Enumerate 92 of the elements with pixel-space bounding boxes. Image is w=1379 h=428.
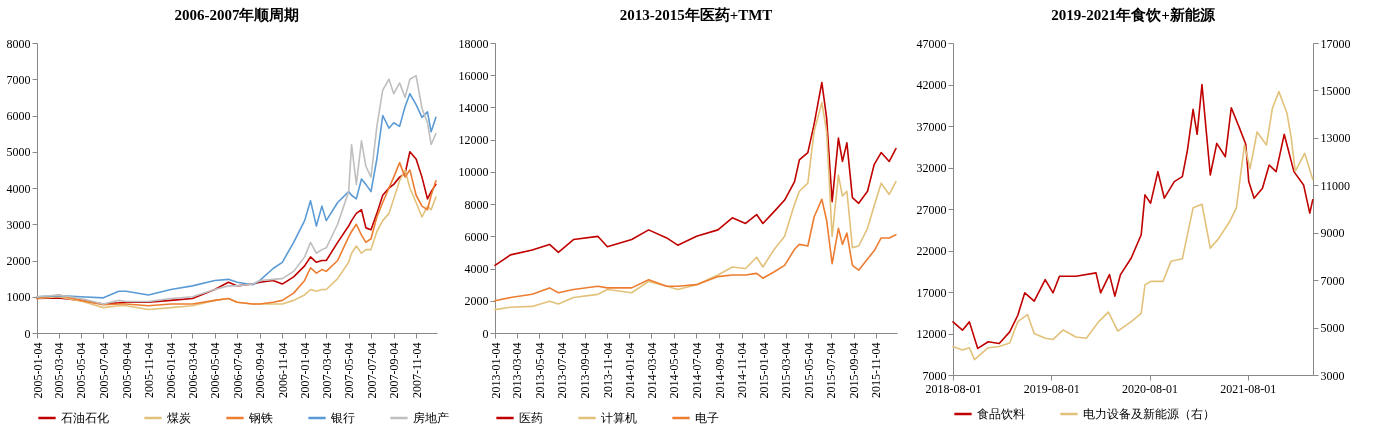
y2-tick-label: 13000 — [1320, 131, 1351, 146]
legend-label: 钢铁 — [248, 411, 273, 425]
x-tick-label: 2015-07-04 — [824, 342, 839, 399]
y2-tick-label: 5000 — [1320, 321, 1345, 336]
y-tick-label: 22000 — [916, 244, 947, 258]
y-tick-label: 8000 — [6, 36, 31, 51]
y-tick-label: 0 — [24, 326, 31, 341]
y2-tick-label: 11000 — [1320, 178, 1351, 193]
x-tick-label: 2014-07-04 — [689, 342, 704, 399]
y-tick-label: 6000 — [6, 109, 31, 123]
y-tick-label: 12000 — [458, 133, 489, 148]
y-tick-label: 37000 — [916, 119, 947, 134]
x-tick-label: 2007-09-04 — [387, 342, 402, 399]
x-tick-label: 2015-05-04 — [801, 342, 816, 399]
x-tick-label: 2014-01-04 — [622, 342, 637, 399]
x-tick-label: 2013-05-04 — [532, 342, 547, 399]
x-tick-label: 2007-03-04 — [319, 342, 334, 399]
legend-label: 电力设备及新能源（右） — [1083, 407, 1215, 421]
y-tick-label: 18000 — [458, 36, 489, 51]
y2-tick-label: 3000 — [1320, 368, 1345, 383]
y-tick-label: 42000 — [916, 78, 947, 92]
x-tick-label: 2006-05-04 — [208, 342, 223, 399]
x-tick-label: 2006-07-04 — [230, 342, 245, 399]
x-tick-label: 2005-11-04 — [141, 342, 156, 399]
x-tick-label: 2006-09-04 — [253, 342, 268, 399]
legend-label: 电子 — [695, 411, 719, 425]
y-tick-label: 27000 — [916, 202, 947, 217]
y-tick-label: 4000 — [464, 262, 489, 277]
y-tick-label: 17000 — [916, 285, 947, 300]
legend-label: 银行 — [330, 411, 355, 425]
x-tick-label: 2014-03-04 — [644, 342, 659, 399]
legend-label: 石油石化 — [61, 411, 109, 425]
x-tick-label: 2014-09-04 — [712, 342, 727, 399]
x-tick-label: 2006-01-04 — [164, 342, 179, 399]
y-tick-label: 4000 — [6, 181, 31, 196]
y-tick-label: 10000 — [458, 165, 489, 180]
y-tick-label: 12000 — [916, 327, 947, 341]
chart-title: 2019-2021年食饮+新能源 — [1051, 6, 1216, 23]
x-tick-label: 2005-09-04 — [119, 342, 134, 399]
x-tick-label: 2005-03-04 — [52, 342, 67, 399]
x-tick-label: 2018-08-01 — [925, 381, 982, 396]
y2-tick-label: 9000 — [1320, 226, 1345, 241]
y-tick-label: 0 — [482, 326, 489, 341]
x-tick-label: 2015-09-04 — [847, 342, 862, 399]
x-tick-label: 2007-05-04 — [342, 342, 357, 399]
x-tick-label: 2013-09-04 — [578, 342, 593, 399]
legend-label: 食品饮料 — [977, 407, 1025, 421]
y-tick-label: 16000 — [458, 68, 489, 83]
y2-tick-label: 17000 — [1320, 36, 1351, 51]
y-tick-label: 2000 — [6, 254, 31, 268]
legend-label: 医药 — [519, 411, 543, 425]
x-tick-label: 2019-08-01 — [1023, 381, 1080, 396]
line-series — [494, 81, 897, 267]
x-tick-label: 2014-11-04 — [735, 342, 750, 399]
y-tick-label: 6000 — [464, 229, 489, 244]
x-tick-label: 2021-08-01 — [1220, 381, 1277, 396]
x-tick-label: 2013-11-04 — [600, 342, 615, 399]
line-series — [494, 198, 897, 302]
y-tick-label: 1000 — [6, 290, 31, 305]
x-tick-label: 2015-11-04 — [869, 342, 884, 399]
x-tick-label: 2013-07-04 — [555, 342, 570, 399]
x-tick-label: 2014-05-04 — [667, 342, 682, 399]
y-tick-label: 3000 — [6, 217, 31, 232]
y-tick-label: 7000 — [922, 368, 947, 383]
y-tick-label: 5000 — [6, 145, 31, 160]
x-tick-label: 2007-07-04 — [364, 342, 379, 399]
x-tick-label: 2005-07-04 — [96, 342, 111, 399]
x-tick-label: 2013-03-04 — [510, 342, 525, 399]
x-tick-label: 2013-01-04 — [488, 342, 503, 399]
y-tick-label: 14000 — [458, 100, 489, 115]
y-tick-label: 7000 — [6, 72, 31, 87]
x-tick-label: 2007-11-04 — [409, 342, 424, 399]
line-series — [494, 101, 897, 311]
legend-label: 计算机 — [601, 411, 637, 425]
y-tick-label: 8000 — [464, 197, 489, 212]
x-tick-label: 2006-03-04 — [185, 342, 200, 399]
y-tick-label: 2000 — [464, 294, 489, 309]
x-tick-label: 2020-08-01 — [1122, 381, 1179, 396]
x-tick-label: 2006-11-04 — [275, 342, 290, 399]
y2-tick-label: 15000 — [1320, 83, 1351, 98]
chart-title: 2013-2015年医药+TMT — [619, 7, 773, 23]
chart-title: 2006-2007年顺周期 — [174, 7, 300, 23]
x-tick-label: 2007-01-04 — [298, 342, 313, 399]
x-tick-label: 2005-05-04 — [74, 342, 89, 399]
y-tick-label: 47000 — [916, 36, 947, 51]
y-tick-label: 32000 — [916, 161, 947, 175]
legend-label: 煤炭 — [167, 411, 191, 425]
y2-tick-label: 7000 — [1320, 273, 1345, 288]
x-tick-label: 2015-01-04 — [757, 342, 772, 399]
x-tick-label: 2015-03-04 — [779, 342, 794, 399]
legend-label: 房地产 — [413, 411, 449, 425]
x-tick-label: 2005-01-04 — [30, 342, 45, 399]
